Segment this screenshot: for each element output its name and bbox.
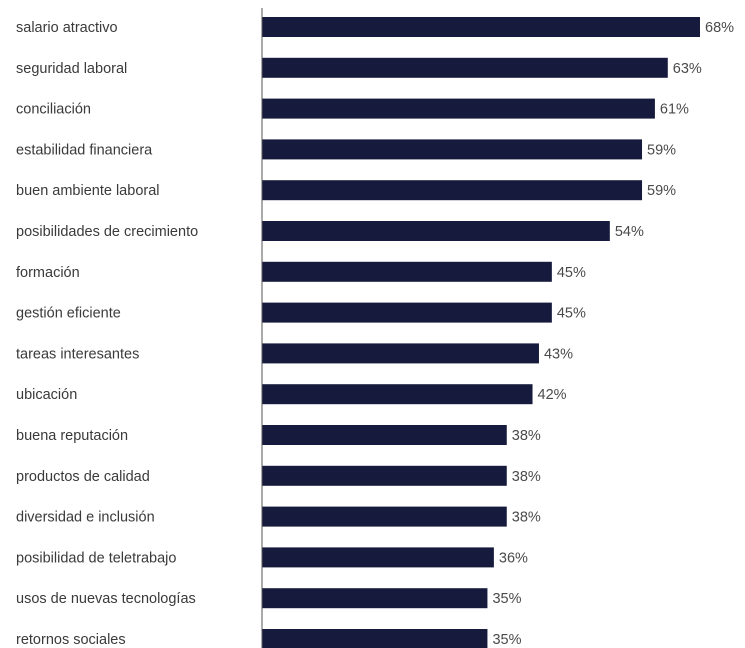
category-label: gestión eficiente: [16, 306, 121, 322]
category-labels: salario atractivo seguridad laboral concil…: [16, 20, 198, 648]
value-label: 43%: [544, 346, 573, 362]
bar: [262, 302, 552, 323]
category-label: buena reputación: [16, 428, 128, 444]
category-label: posibilidad de teletrabajo: [16, 550, 176, 566]
value-label: 38%: [512, 510, 541, 526]
value-label: 36%: [499, 550, 528, 566]
value-label: 59%: [647, 183, 676, 199]
bar: [262, 465, 507, 486]
value-label: 54%: [615, 224, 644, 240]
bar: [262, 425, 507, 445]
category-label: buen ambiente laboral: [16, 183, 160, 199]
bar: [262, 506, 507, 527]
value-label: 45%: [557, 306, 586, 322]
category-label: productos de calidad: [16, 469, 150, 485]
category-label: tareas interesantes: [16, 346, 139, 362]
value-label: 61%: [660, 102, 689, 118]
bar: [262, 98, 655, 119]
category-label: ubicación: [16, 387, 77, 403]
category-label: estabilidad financiera: [16, 142, 153, 158]
bar: [262, 547, 494, 568]
bar: [262, 588, 488, 609]
category-label: conciliación: [16, 102, 91, 118]
value-label: 38%: [512, 469, 541, 485]
value-label: 38%: [512, 428, 541, 444]
bar: [262, 17, 700, 37]
bar: [262, 261, 552, 282]
category-label: retornos sociales: [16, 632, 126, 648]
value-label: 42%: [538, 387, 567, 403]
category-label: seguridad laboral: [16, 61, 127, 77]
category-label: posibilidades de crecimiento: [16, 224, 198, 240]
value-label: 63%: [673, 61, 702, 77]
value-labels: 68% 63% 61% 59% 59% 54% 45% 45% 43% 42% 38% 38% 38% 3…: [492, 20, 734, 648]
category-label: diversidad e inclusión: [16, 510, 155, 526]
bar: [262, 180, 643, 201]
bar: [262, 629, 488, 648]
bar: [262, 221, 610, 241]
value-label: 45%: [557, 265, 586, 281]
bar: [262, 343, 539, 364]
value-label: 35%: [492, 591, 521, 607]
value-label: 68%: [705, 20, 734, 36]
bar: [262, 139, 643, 160]
value-label: 35%: [492, 632, 521, 648]
category-label: salario atractivo: [16, 20, 118, 36]
bars: [262, 17, 700, 648]
value-label: 59%: [647, 142, 676, 158]
category-label: usos de nuevas tecnologías: [16, 591, 196, 607]
category-label: formación: [16, 265, 80, 281]
bar: [262, 57, 668, 78]
bar: [262, 384, 533, 405]
